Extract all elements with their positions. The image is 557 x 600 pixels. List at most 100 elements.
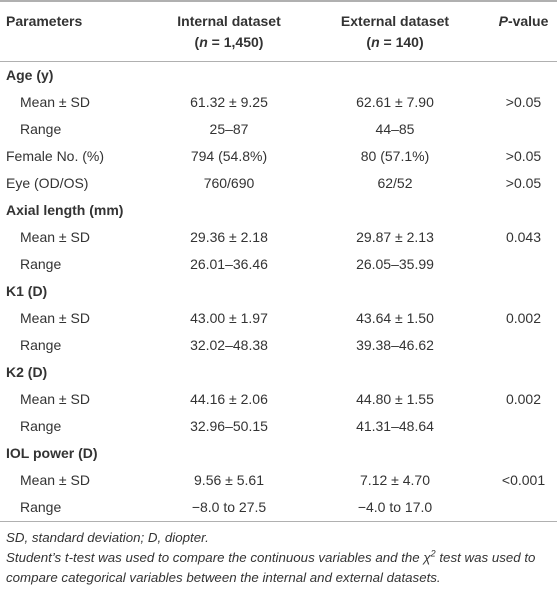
row-label: Eye (OD/OS): [6, 175, 89, 191]
section-label: Age (y): [6, 67, 54, 83]
table-row: Range 26.01–36.46 26.05–35.99: [0, 251, 557, 278]
text-segment: test was used to compare categorical var…: [6, 550, 536, 585]
table-row: Mean ± SD 29.36 ± 2.18 29.87 ± 2.13 0.043: [0, 224, 557, 251]
table-row: Range 25–87 44–85: [0, 116, 557, 143]
table-cell: 44–85: [375, 121, 415, 137]
row-label: Female No. (%): [6, 148, 105, 164]
table-cell: [158, 62, 300, 90]
row-label: Range: [20, 121, 62, 137]
table-cell: <0.001: [501, 472, 546, 488]
table-cell: [300, 197, 490, 224]
table-row: IOL power (D): [0, 440, 557, 467]
text-segment: P: [498, 13, 508, 29]
header-line: External dataset: [300, 11, 490, 32]
table-cell: 25–87: [209, 121, 249, 137]
table-cell: 29.36 ± 2.18: [190, 229, 268, 245]
header-line: (n = 140): [300, 32, 490, 53]
header-cell: Parameters: [0, 1, 158, 62]
table-cell: 9.56 ± 5.61: [194, 472, 264, 488]
text-segment: n: [199, 34, 208, 50]
table-cell: [490, 197, 557, 224]
table-cell: [490, 332, 557, 359]
table-row: Age (y): [0, 62, 557, 90]
section-label: K2 (D): [6, 364, 48, 380]
footnote: Student’s t-test was used to compare the…: [6, 548, 549, 588]
table-row: Mean ± SD 43.00 ± 1.97 43.64 ± 1.50 0.002: [0, 305, 557, 332]
table-cell: [300, 278, 490, 305]
table-cell: 80 (57.1%): [360, 148, 430, 164]
table-cell: 44.16 ± 2.06: [190, 391, 268, 407]
header-line: P-value: [490, 11, 557, 32]
table-cell: 0.002: [505, 310, 542, 326]
text-segment: Student’s t-test was used to compare the…: [6, 550, 431, 565]
table-cell: 0.002: [505, 391, 542, 407]
table-body: Age (y) Mean ± SD 61.32 ± 9.25 62.61 ± 7.90…: [0, 62, 557, 522]
table-row: Range 32.96–50.15 41.31–48.64: [0, 413, 557, 440]
table-cell: 62/52: [377, 175, 413, 191]
table-row: Eye (OD/OS) 760/690 62/52 >0.05: [0, 170, 557, 197]
section-label: Axial length (mm): [6, 202, 124, 218]
row-label: Mean ± SD: [20, 310, 90, 326]
table-row: Mean ± SD 61.32 ± 9.25 62.61 ± 7.90 >0.05: [0, 89, 557, 116]
table-cell: [158, 359, 300, 386]
table-cell: [490, 359, 557, 386]
table-cell: [490, 413, 557, 440]
table-cell: 29.87 ± 2.13: [356, 229, 434, 245]
table-cell: [158, 440, 300, 467]
table-cell: −4.0 to 17.0: [357, 499, 433, 515]
data-table: Parameters Internal dataset (n = 1,450) Ext…: [0, 0, 557, 522]
section-label: K1 (D): [6, 283, 48, 299]
header-row: Parameters Internal dataset (n = 1,450) Ext…: [0, 1, 557, 62]
table-row: Mean ± SD 44.16 ± 2.06 44.80 ± 1.55 0.002: [0, 386, 557, 413]
footnotes: SD, standard deviation; D, diopter. Stude…: [0, 522, 557, 588]
table-cell: [300, 359, 490, 386]
table-cell: 26.01–36.46: [190, 256, 268, 272]
table-cell: 39.38–46.62: [356, 337, 434, 353]
text-segment: n: [371, 34, 380, 50]
table-row: Female No. (%) 794 (54.8%) 80 (57.1%) >0.05: [0, 143, 557, 170]
row-label: Mean ± SD: [20, 229, 90, 245]
table-row: K1 (D): [0, 278, 557, 305]
header-line: Parameters: [6, 11, 158, 32]
table-cell: 41.31–48.64: [356, 418, 434, 434]
table-cell: [490, 251, 557, 278]
table-cell: 32.96–50.15: [190, 418, 268, 434]
superscript: 2: [430, 548, 436, 559]
row-label: Range: [20, 256, 62, 272]
header-line: Internal dataset: [158, 11, 300, 32]
table-cell: [490, 62, 557, 90]
table-cell: −8.0 to 27.5: [191, 499, 267, 515]
table-cell: [490, 440, 557, 467]
header-cell: P-value: [490, 1, 557, 62]
text-segment: = 140): [379, 34, 424, 50]
table-row: Mean ± SD 9.56 ± 5.61 7.12 ± 4.70 <0.001: [0, 467, 557, 494]
table-cell: [300, 62, 490, 90]
table-row: Axial length (mm): [0, 197, 557, 224]
footnote: SD, standard deviation; D, diopter.: [6, 528, 549, 548]
text-segment: -value: [507, 13, 549, 29]
header-cell: Internal dataset (n = 1,450): [158, 1, 300, 62]
table-cell: 44.80 ± 1.55: [356, 391, 434, 407]
table-cell: [300, 440, 490, 467]
table-cell: [490, 116, 557, 143]
section-label: IOL power (D): [6, 445, 98, 461]
row-label: Mean ± SD: [20, 94, 90, 110]
table-row: Range −8.0 to 27.5 −4.0 to 17.0: [0, 494, 557, 522]
row-label: Mean ± SD: [20, 472, 90, 488]
text-segment: External dataset: [340, 13, 450, 29]
table-cell: >0.05: [505, 175, 542, 191]
text-segment: SD, standard deviation; D, diopter.: [6, 530, 209, 545]
text-segment: (: [194, 34, 200, 50]
table-cell: 62.61 ± 7.90: [356, 94, 434, 110]
header-line: (n = 1,450): [158, 32, 300, 53]
row-label: Range: [20, 499, 62, 515]
table-cell: 760/690: [203, 175, 255, 191]
table-cell: 43.00 ± 1.97: [190, 310, 268, 326]
table-cell: >0.05: [505, 148, 542, 164]
table-cell: 61.32 ± 9.25: [190, 94, 268, 110]
table-row: Range 32.02–48.38 39.38–46.62: [0, 332, 557, 359]
table-cell: 794 (54.8%): [190, 148, 268, 164]
row-label: Mean ± SD: [20, 391, 90, 407]
table-cell: >0.05: [505, 94, 542, 110]
table-cell: [490, 278, 557, 305]
